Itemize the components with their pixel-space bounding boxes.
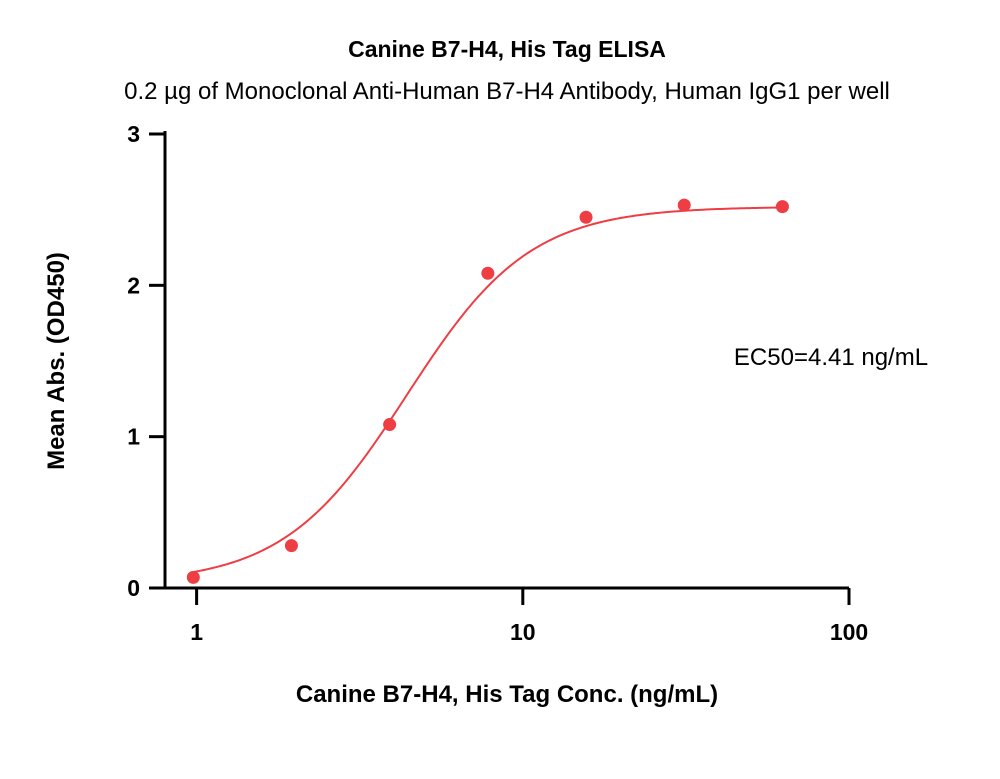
x-tick-label: 1 <box>190 619 203 645</box>
chart-title: Canine B7-H4, His Tag ELISA <box>348 36 666 62</box>
x-tick-label: 100 <box>830 619 868 645</box>
chart-subtitle: 0.2 µg of Monoclonal Anti-Human B7-H4 An… <box>124 78 890 105</box>
y-tick-label: 1 <box>127 424 140 450</box>
x-ticks: 1 10 100 <box>190 588 868 645</box>
y-tick-label: 3 <box>127 121 140 147</box>
x-axis-title: Canine B7-H4, His Tag Conc. (ng/mL) <box>296 681 718 708</box>
data-point <box>383 418 397 432</box>
y-ticks: 0 1 2 3 <box>127 121 165 601</box>
y-tick-label: 2 <box>127 272 140 298</box>
y-axis: 0 1 2 3 Mean Abs. (OD450) <box>43 121 167 601</box>
y-tick-label: 0 <box>127 575 140 601</box>
data-point <box>579 210 593 224</box>
data-point <box>775 200 789 214</box>
data-point <box>284 539 298 553</box>
data-point <box>677 198 691 212</box>
y-axis-title: Mean Abs. (OD450) <box>43 252 70 470</box>
data-point <box>186 570 200 584</box>
ec50-annotation: EC50=4.41 ng/mL <box>734 344 928 371</box>
data-point <box>481 266 495 280</box>
x-axis: 1 10 100 Canine B7-H4, His Tag Conc. (ng/m… <box>165 586 868 708</box>
fit-curve <box>193 206 783 574</box>
data-points <box>186 198 789 584</box>
x-tick-label: 10 <box>510 619 536 645</box>
